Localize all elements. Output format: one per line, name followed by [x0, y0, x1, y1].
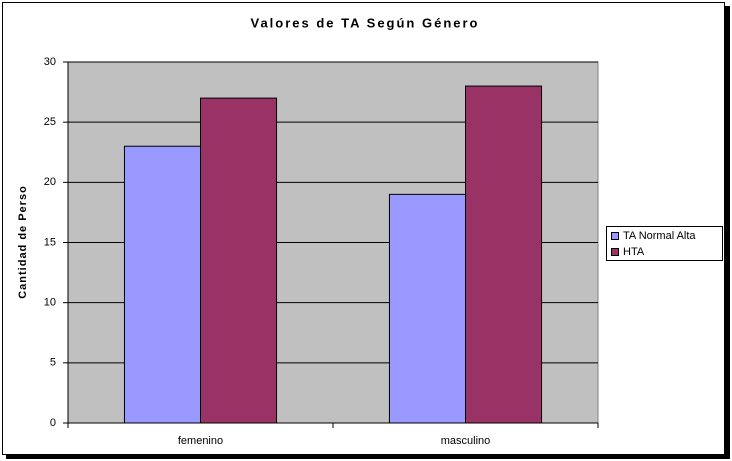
y-tick-label: 30	[44, 56, 56, 68]
x-tick-label: femenino	[178, 435, 223, 447]
bar	[200, 97, 278, 424]
y-tick-label: 25	[44, 116, 56, 128]
y-tick-label: 15	[44, 236, 56, 248]
bar	[123, 145, 201, 424]
bar	[388, 193, 467, 424]
y-tick-label: 20	[44, 176, 56, 188]
legend-swatch	[611, 232, 619, 240]
chart-title: Valores de TA Según Género	[251, 15, 480, 30]
legend	[606, 226, 723, 261]
legend-box	[606, 226, 723, 261]
y-tick-label: 0	[50, 417, 56, 429]
legend-swatch	[611, 248, 619, 256]
y-tick-label: 10	[44, 297, 56, 309]
y-tick-label: 5	[50, 357, 56, 369]
y-axis-title: Cantidad de Perso	[17, 185, 29, 299]
bar	[465, 85, 543, 424]
legend-label: TA Normal Alta	[623, 230, 696, 242]
legend-label: HTA	[623, 246, 645, 258]
x-tick-label: masculino	[441, 435, 491, 447]
